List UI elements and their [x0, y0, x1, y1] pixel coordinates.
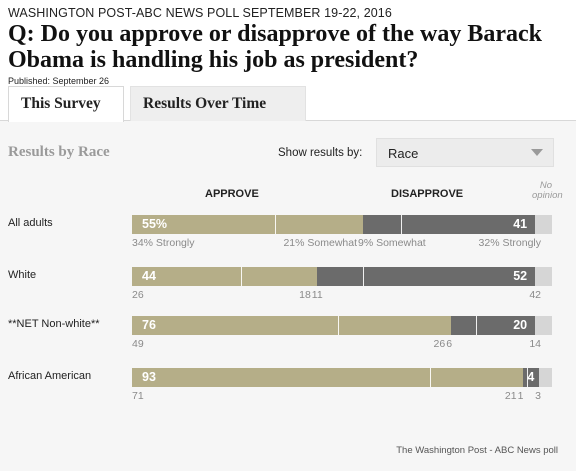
- question-headline: Q: Do you approve or disapprove of the w…: [8, 21, 543, 73]
- tab-this-survey[interactable]: This Survey: [8, 86, 124, 122]
- no-opinion-segment: [535, 215, 552, 234]
- stacked-bar: 93 4: [132, 368, 552, 387]
- disapprove-value: 52: [513, 269, 528, 283]
- disapprove-split-divider: [526, 368, 528, 387]
- approve-somewhat-label: 21: [504, 390, 517, 402]
- row-label: White: [8, 269, 37, 281]
- row-label: African American: [8, 370, 92, 382]
- approve-strongly-label: 49: [132, 338, 144, 350]
- approve-strongly-label: 71: [132, 390, 144, 402]
- disapprove-segment: [522, 368, 540, 387]
- approve-segment: [132, 215, 363, 234]
- approve-split-divider: [274, 215, 276, 234]
- disapprove-segment: [451, 316, 536, 335]
- section-title: Results by Race: [8, 144, 110, 160]
- stacked-bar: 44 52: [132, 267, 552, 286]
- no-opinion-segment: [535, 316, 552, 335]
- show-results-label: Show results by:: [278, 147, 363, 159]
- disapprove-segment: [316, 267, 536, 286]
- no-opinion-segment: [535, 267, 552, 286]
- column-header-approve: APPROVE: [205, 188, 259, 200]
- disapprove-somewhat-label: 6: [446, 338, 453, 350]
- disapprove-value: 41: [513, 217, 528, 231]
- disapprove-value: 20: [513, 318, 528, 332]
- row-label: All adults: [8, 217, 53, 229]
- approve-strongly-label: 26: [132, 289, 144, 301]
- stacked-bar: 76 20: [132, 316, 552, 335]
- disapprove-somewhat-label: 1: [517, 390, 524, 402]
- column-header-disapprove: DISAPPROVE: [391, 188, 464, 200]
- results-by-dropdown[interactable]: Race: [376, 138, 554, 167]
- approve-segment: [132, 267, 317, 286]
- chevron-down-icon: [531, 149, 543, 156]
- approve-split-divider: [337, 316, 339, 335]
- approve-value: 44: [142, 269, 156, 283]
- approve-segment: [132, 316, 452, 335]
- approve-somewhat-label: 18: [299, 289, 311, 301]
- dropdown-value: Race: [388, 146, 419, 161]
- approve-value: 55%: [142, 217, 168, 231]
- approve-somewhat-label: 26: [433, 338, 446, 350]
- disapprove-value: 4: [527, 370, 535, 384]
- disapprove-somewhat-label: 11: [311, 289, 323, 301]
- no-opinion-segment: [539, 368, 552, 387]
- approve-value: 76: [142, 318, 156, 332]
- disapprove-strongly-label: 32% Strongly: [478, 237, 541, 249]
- stacked-bar: 55% 41: [132, 215, 552, 234]
- approve-strongly-label: 34% Strongly: [132, 237, 195, 249]
- disapprove-split-divider: [363, 267, 364, 286]
- source-credit: The Washington Post - ABC News poll: [396, 445, 558, 456]
- column-header-no-opinion: No opinion: [532, 180, 563, 201]
- disapprove-strongly-label: 42: [529, 289, 541, 301]
- tab-results-over-time[interactable]: Results Over Time: [130, 86, 306, 121]
- published-date: Published: September 26: [8, 76, 110, 86]
- disapprove-split-divider: [400, 215, 402, 234]
- approve-split-divider: [241, 267, 243, 286]
- disapprove-somewhat-label: 9% Somewhat: [358, 237, 426, 249]
- row-label: **NET Non-white**: [8, 318, 100, 330]
- disapprove-segment: [363, 215, 536, 234]
- disapprove-strongly-label: 14: [529, 338, 541, 350]
- approve-somewhat-label: 21% Somewhat: [283, 237, 357, 249]
- approve-split-divider: [430, 368, 432, 387]
- results-panel: [0, 120, 576, 471]
- approve-value: 93: [142, 370, 156, 384]
- disapprove-strongly-label: 3: [535, 390, 541, 402]
- disapprove-split-divider: [476, 316, 478, 335]
- approve-segment: [132, 368, 523, 387]
- poll-kicker: WASHINGTON POST-ABC NEWS POLL SEPTEMBER …: [8, 6, 392, 20]
